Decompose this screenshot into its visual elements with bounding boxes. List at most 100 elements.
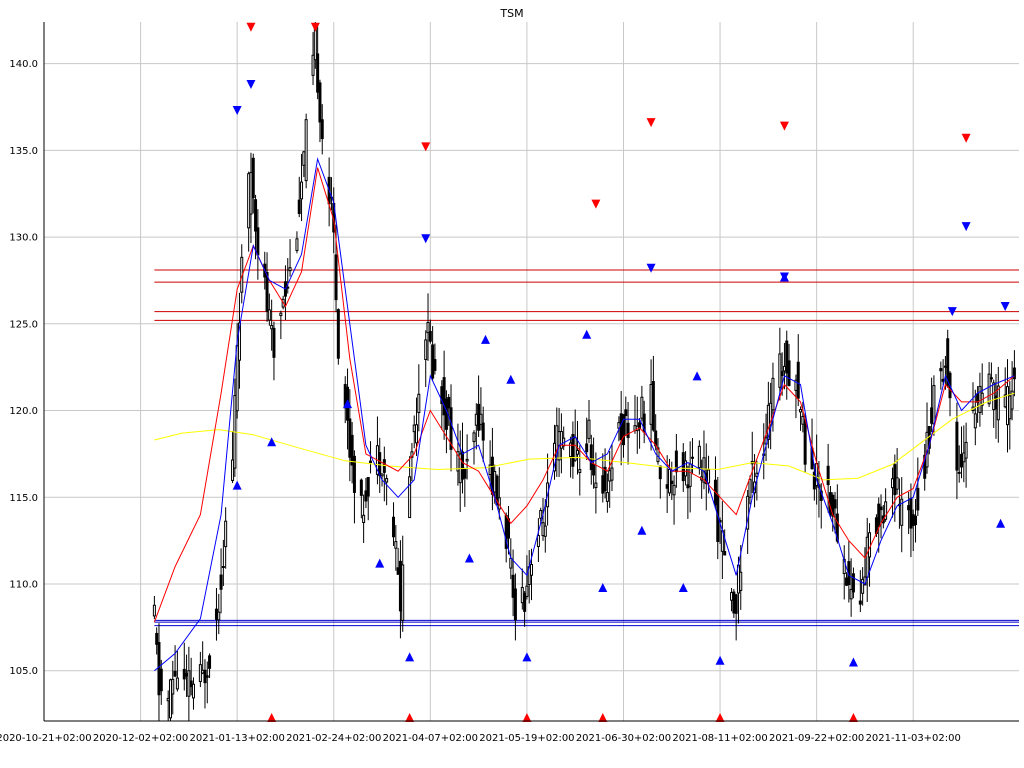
candle-body	[378, 452, 382, 477]
candle-body	[571, 434, 575, 467]
candle-body	[973, 413, 977, 429]
ma-long-line	[154, 392, 1015, 481]
candle-body	[769, 402, 773, 426]
candle-body	[249, 172, 253, 215]
x-tick-label: 2021-09-22+02:00	[769, 733, 864, 744]
candle-body	[543, 525, 547, 537]
candle-body	[267, 309, 271, 321]
low-marker	[405, 713, 415, 723]
buy-marker-up	[522, 652, 532, 662]
candle-body	[525, 585, 529, 597]
candle-body	[835, 513, 839, 542]
buy-marker-up	[598, 582, 608, 592]
candle-body	[265, 272, 269, 312]
candle-body	[1012, 367, 1016, 380]
candle-body	[594, 482, 598, 489]
candle-body	[318, 82, 322, 123]
buy-marker-down	[961, 222, 971, 232]
candle-body	[780, 371, 784, 376]
candle-body	[224, 520, 228, 548]
sell-marker	[591, 199, 601, 209]
candle-body	[511, 574, 515, 598]
candle-body	[845, 577, 849, 586]
candle-body	[573, 437, 577, 461]
candle-body	[858, 600, 862, 605]
candle-body	[667, 468, 671, 494]
candle-body	[191, 683, 195, 699]
sell-marker	[961, 133, 971, 143]
candle-body	[465, 458, 469, 462]
candle-body	[801, 415, 805, 425]
candle-body	[530, 563, 533, 576]
candle-body	[297, 199, 301, 214]
candle-body	[851, 573, 855, 593]
candle-body	[964, 441, 968, 459]
candle-body	[771, 377, 775, 411]
candle-body	[707, 469, 711, 484]
candle-body	[803, 419, 807, 465]
candle-body	[674, 450, 678, 473]
candle-body	[911, 514, 915, 527]
candle-body	[412, 424, 416, 433]
candle-body	[159, 668, 163, 692]
candle-body	[730, 592, 734, 601]
candle-body	[474, 413, 478, 426]
candle-body	[697, 445, 701, 469]
buy-marker-down	[232, 105, 242, 115]
y-tick-label: 125.0	[9, 319, 38, 330]
candle-body	[472, 432, 476, 443]
low-marker	[598, 713, 608, 723]
candle-body	[352, 455, 356, 493]
x-tick-label: 2021-01-13+02:00	[190, 733, 285, 744]
ma-fast-line	[153, 167, 1015, 623]
candle-body	[957, 471, 961, 474]
candle-body	[787, 360, 791, 386]
candle-body	[939, 368, 943, 372]
candle-body	[649, 384, 653, 425]
buy-marker-up	[692, 371, 702, 381]
candle-body	[481, 422, 485, 441]
candle-body	[865, 536, 869, 578]
candle-body	[626, 422, 630, 439]
y-tick-label: 130.0	[9, 233, 38, 244]
sell-marker	[310, 22, 320, 32]
candle-body	[681, 452, 685, 482]
candle-body	[313, 26, 317, 61]
candle-body	[221, 566, 225, 569]
candle-body	[796, 361, 800, 399]
candle-body	[946, 338, 950, 386]
buy-marker-up	[343, 399, 353, 409]
buy-marker-up	[464, 553, 474, 563]
candle-body	[461, 451, 465, 480]
candle-body	[513, 588, 517, 621]
candle-body	[884, 501, 888, 520]
candle-body	[690, 456, 694, 459]
candle-body	[955, 421, 959, 471]
candle-body	[624, 409, 628, 417]
candle-body	[279, 312, 283, 317]
sell-marker	[779, 121, 789, 131]
candle-body	[732, 591, 736, 614]
buy-marker-up	[582, 329, 592, 339]
x-tick-label: 2021-04-07+02:00	[383, 733, 478, 744]
candle-body	[541, 522, 545, 537]
buy-marker-up	[715, 655, 725, 665]
candle-body	[247, 173, 251, 229]
low-marker	[267, 713, 277, 723]
x-tick-label: 2021-06-30+02:00	[576, 733, 671, 744]
candle-body	[205, 675, 209, 678]
ma-slow-line	[154, 157, 1015, 672]
candle-body	[320, 119, 324, 140]
candle-body	[578, 469, 582, 473]
x-tick-label: 2021-11-03+02:00	[866, 733, 961, 744]
candle-body	[401, 564, 405, 621]
low-marker	[715, 713, 725, 723]
candle-body	[520, 587, 524, 604]
candle-body	[996, 385, 1000, 421]
candle-body	[989, 377, 993, 380]
y-tick-label: 115.0	[9, 493, 38, 504]
buy-marker-up	[678, 582, 688, 592]
candle-body	[189, 680, 193, 688]
candle-body	[877, 503, 881, 527]
low-marker	[848, 713, 858, 723]
